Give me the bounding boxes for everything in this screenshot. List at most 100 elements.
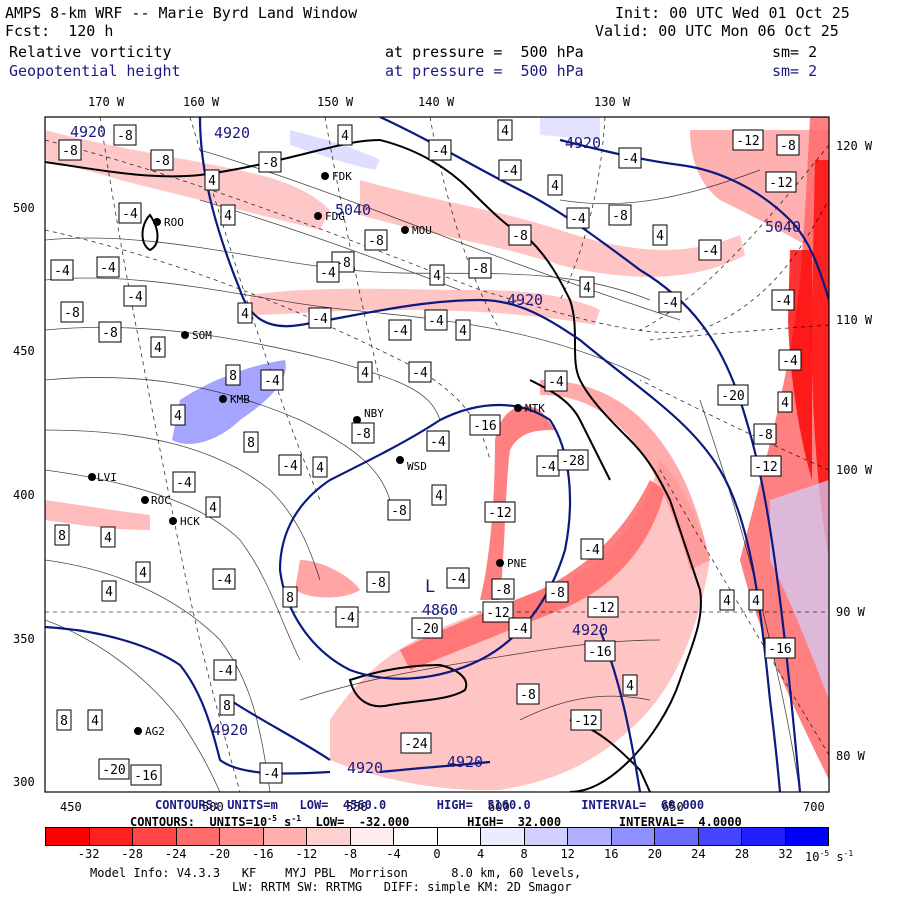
colorbar-swatch xyxy=(437,828,481,845)
svg-text:-4: -4 xyxy=(512,622,528,637)
top-tick: 130 W xyxy=(594,95,631,109)
vorticity-label: -4 xyxy=(118,202,142,224)
svg-text:-16: -16 xyxy=(134,769,157,784)
vorticity-label: -20 xyxy=(98,758,130,780)
vorticity-label: -8 xyxy=(364,229,388,251)
svg-text:8: 8 xyxy=(247,436,255,451)
vorticity-label: 4 xyxy=(205,496,221,518)
svg-text:-4: -4 xyxy=(320,266,336,281)
svg-text:-4: -4 xyxy=(502,164,518,179)
vorticity-label: -4 xyxy=(428,139,452,161)
svg-text:4: 4 xyxy=(104,531,112,546)
vorticity-label: -4 xyxy=(308,307,332,329)
vorticity-label: -4 xyxy=(426,430,450,452)
colorbar-swatch xyxy=(524,828,568,845)
vorticity-label: -12 xyxy=(732,129,764,151)
svg-text:8: 8 xyxy=(229,369,237,384)
vorticity-label: -4 xyxy=(172,471,196,493)
svg-text:-8: -8 xyxy=(780,139,796,154)
vorticity-labels: -8 -8 -8 4 -4 4 4 -4 -8 4 -12 -8 -4 -4 4 -8 -4 -8 4 -4 -8 -8 -… xyxy=(50,119,802,786)
vorticity-label: -4 xyxy=(259,762,283,784)
vorticity-label: -4 xyxy=(123,285,147,307)
colorbar-tick-label: -24 xyxy=(164,847,187,861)
field1-name: Relative vorticity xyxy=(9,43,172,61)
svg-text:-12: -12 xyxy=(769,176,792,191)
svg-text:-12: -12 xyxy=(574,714,597,729)
height-label: 4920 xyxy=(212,721,248,739)
svg-text:-4: -4 xyxy=(540,460,556,475)
svg-text:4: 4 xyxy=(551,179,559,194)
svg-text:4: 4 xyxy=(139,566,147,581)
svg-text:-20: -20 xyxy=(721,389,744,404)
vorticity-label: -4 xyxy=(96,256,120,278)
vorticity-label: -4 xyxy=(424,309,448,331)
colorbar-swatch xyxy=(785,828,828,845)
svg-text:8: 8 xyxy=(223,699,231,714)
vorticity-label: -8 xyxy=(753,423,777,445)
vorticity-label: -8 xyxy=(98,321,122,343)
vorticity-label: 4 xyxy=(497,119,513,141)
svg-text:4: 4 xyxy=(105,585,113,600)
svg-text:4: 4 xyxy=(154,341,162,356)
svg-text:4: 4 xyxy=(626,679,634,694)
colorbar-tick-label: -20 xyxy=(208,847,231,861)
right-tick: 110 W xyxy=(836,313,873,327)
svg-text:-4: -4 xyxy=(100,261,116,276)
vorticity-label: 4 xyxy=(622,674,638,696)
map-frame xyxy=(44,116,830,793)
vorticity-label: -8 xyxy=(150,149,174,171)
svg-text:-4: -4 xyxy=(584,543,600,558)
station-markers xyxy=(88,172,522,735)
vorticity-label: -28 xyxy=(557,449,589,471)
svg-text:4: 4 xyxy=(174,409,182,424)
svg-text:4: 4 xyxy=(781,396,789,411)
colorbar-swatch xyxy=(568,828,612,845)
top-tick: 170 W xyxy=(88,95,125,109)
vorticity-label: 4 xyxy=(547,174,563,196)
station-label: ROC xyxy=(151,494,171,507)
svg-text:-8: -8 xyxy=(370,576,386,591)
field2-level: at pressure = 500 hPa xyxy=(385,62,584,80)
top-tick: 150 W xyxy=(317,95,354,109)
vorticity-label: -16 xyxy=(764,637,796,659)
svg-text:4: 4 xyxy=(656,229,664,244)
colorbar-swatch xyxy=(263,828,307,845)
bottom-tick: 500 xyxy=(202,800,224,814)
vorticity-label: -8 xyxy=(608,204,632,226)
svg-text:-16: -16 xyxy=(768,642,791,657)
svg-text:-8: -8 xyxy=(102,326,118,341)
svg-text:-8: -8 xyxy=(612,209,628,224)
vorticity-label: 8 xyxy=(243,431,259,453)
colorbar-tick-label: 16 xyxy=(604,847,619,861)
colorbar-swatch xyxy=(89,828,133,845)
colorbar-tick-label: 4 xyxy=(476,847,485,861)
vorticity-label: -12 xyxy=(570,709,602,731)
vorticity-label: -4 xyxy=(388,319,412,341)
colorbar-tick-label: -32 xyxy=(77,847,100,861)
svg-text:-8: -8 xyxy=(62,144,78,159)
svg-text:-4: -4 xyxy=(392,324,408,339)
station-label: SOM xyxy=(192,329,212,342)
svg-text:-8: -8 xyxy=(154,154,170,169)
vorticity-label: -12 xyxy=(484,501,516,523)
vorticity-label: -8 xyxy=(58,139,82,161)
vorticity-label: -8 xyxy=(545,581,569,603)
svg-text:-4: -4 xyxy=(570,212,586,227)
svg-text:-4: -4 xyxy=(339,611,355,626)
svg-text:4: 4 xyxy=(316,461,324,476)
vorticity-label: 4 xyxy=(170,404,186,426)
svg-text:4: 4 xyxy=(501,124,509,139)
height-contours xyxy=(45,117,829,792)
svg-text:4: 4 xyxy=(341,129,349,144)
vorticity-label: -24 xyxy=(400,732,432,754)
vorticity-label: -4 xyxy=(566,207,590,229)
height-label: 4920 xyxy=(447,753,483,771)
vorticity-label: -16 xyxy=(469,414,501,436)
colorbar-swatch xyxy=(655,828,699,845)
vorticity-label: -4 xyxy=(778,349,802,371)
left-tick: 500 xyxy=(13,201,35,215)
svg-text:-4: -4 xyxy=(127,290,143,305)
vorticity-label: -4 xyxy=(316,261,340,283)
svg-text:-24: -24 xyxy=(404,737,428,752)
model-info: Model Info: V4.3.3 KF MYJ PBL Morrison 8… xyxy=(90,866,582,880)
